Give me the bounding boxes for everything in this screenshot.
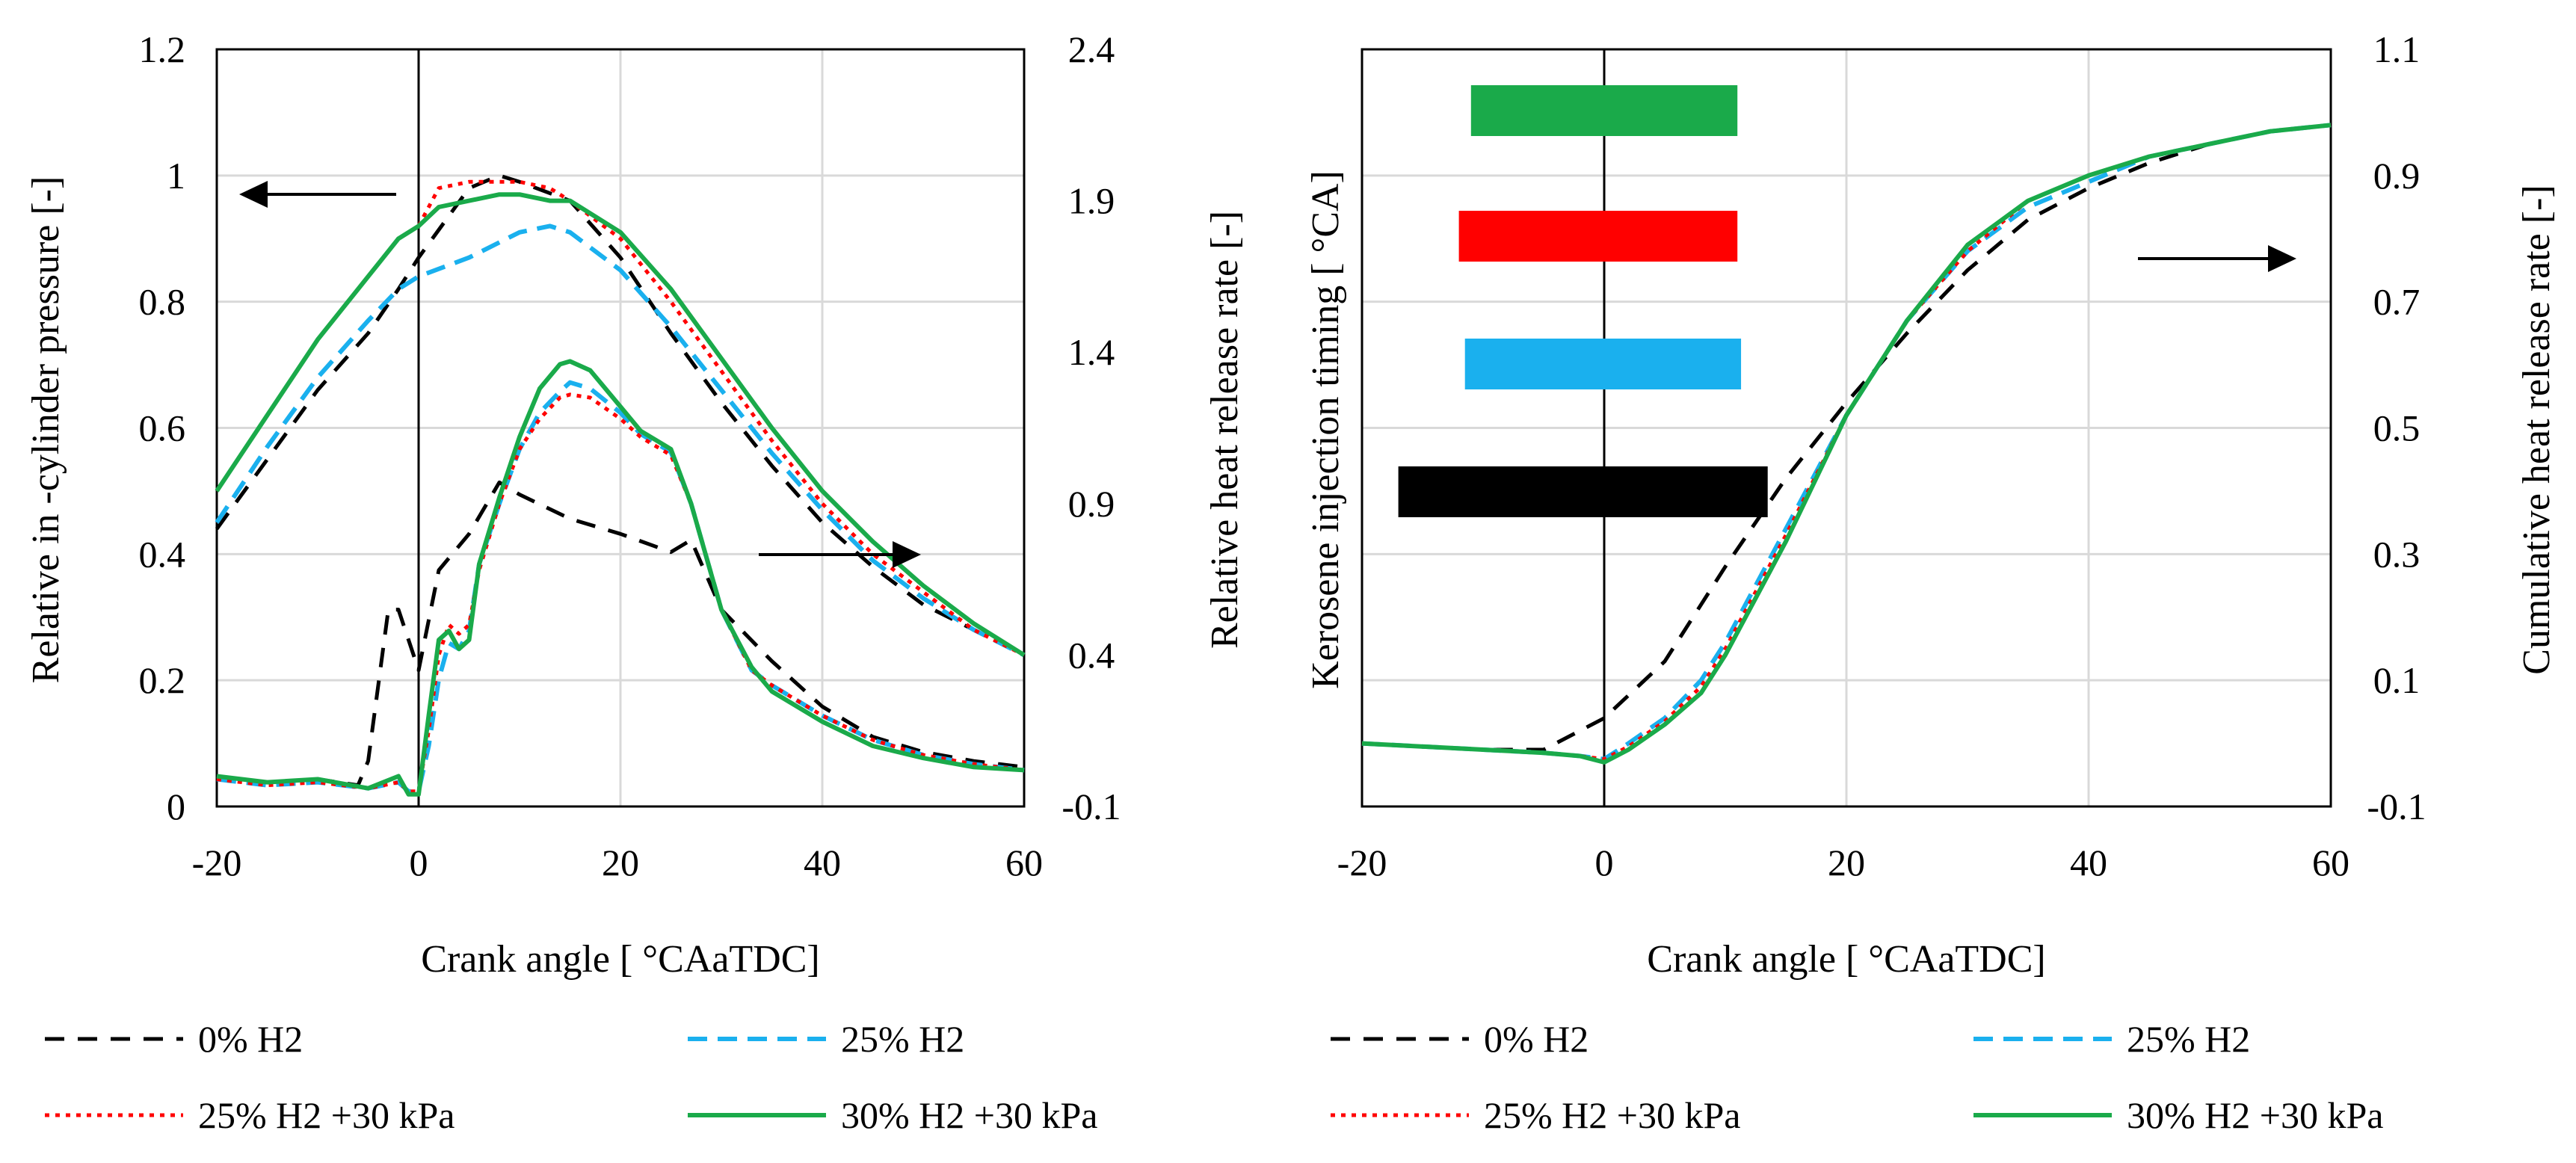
left-x-tick-labels: -20 0 20 40 60 xyxy=(192,842,1043,883)
left-y-axis-label: Relative in -cylinder pressure [-] xyxy=(25,176,67,684)
left-y-tick-label: 0.8 xyxy=(139,281,186,323)
right-chart: -0.1 0.1 0.3 0.5 0.7 0.9 1.1 -20 0 20 40 60 Crank … xyxy=(1304,28,2558,981)
right-y2-tick-label: 0.7 xyxy=(2373,281,2421,323)
series-0-h2-cumulative xyxy=(1361,123,2332,752)
right-y2-tick-labels: -0.1 0.1 0.3 0.5 0.7 0.9 1.1 xyxy=(2367,28,2426,827)
right-y2-tick-label: 0.5 xyxy=(2373,407,2421,449)
right-y2-tick-label: 0.9 xyxy=(2373,155,2421,197)
right-x-tick-label: 40 xyxy=(2070,842,2107,883)
series-30-h2-30-kpa-hrr xyxy=(216,359,1025,797)
right-arrow-to-hrr-axis xyxy=(759,541,921,568)
legend-label-h25p: 25% H2 +30 kPa xyxy=(198,1094,455,1136)
right-y-axis-label: Kerosene injection timing [ °CA] xyxy=(1304,170,1347,689)
right-x-tick-label: 0 xyxy=(1595,842,1614,883)
right-arrow-to-cumulative-axis xyxy=(2138,245,2296,272)
left-y2-tick-label: 2.4 xyxy=(1068,28,1115,70)
injection-bar-h25p xyxy=(1458,211,1738,262)
left-x-tick-label: 60 xyxy=(1005,842,1043,883)
right-y2-axis-label: Cumulative heat release rate [-] xyxy=(2515,185,2558,674)
left-y2-tick-label: 0.9 xyxy=(1068,483,1115,525)
left-y-tick-label: 1 xyxy=(167,155,185,197)
left-series-group xyxy=(215,173,1026,797)
left-y2-tick-label: -0.1 xyxy=(1061,786,1121,827)
legend-label-h30p: 30% H2 +30 kPa xyxy=(2127,1094,2383,1136)
right-series-group xyxy=(1361,123,2332,765)
series-25-h2-30-kpa-hrr xyxy=(216,392,1025,794)
left-arrow-to-pressure-axis xyxy=(239,181,396,208)
right-gridlines xyxy=(1361,48,2332,808)
left-y-tick-label: 0.6 xyxy=(139,407,186,449)
left-x-tick-label: -20 xyxy=(192,842,242,883)
right-plot-frame xyxy=(1361,48,2332,808)
right-y2-tick-label: 0.3 xyxy=(2373,533,2421,575)
left-y2-tick-label: 1.4 xyxy=(1068,331,1115,373)
left-x-tick-label: 0 xyxy=(410,842,428,883)
injection-timing-bars xyxy=(1398,85,1768,517)
left-y2-tick-label: 0.4 xyxy=(1068,634,1115,676)
legend-label-h30p: 30% H2 +30 kPa xyxy=(841,1094,1097,1136)
left-x-tick-label: 20 xyxy=(602,842,639,883)
injection-bar-h25 xyxy=(1464,339,1742,389)
left-legend: 0% H2 25% H2 25% H2 +30 kPa 30% H2 +30 kPa xyxy=(45,1018,1097,1136)
right-x-tick-label: -20 xyxy=(1337,842,1387,883)
legend-label-h25: 25% H2 xyxy=(2127,1018,2250,1060)
right-x-tick-labels: -20 0 20 40 60 xyxy=(1337,842,2349,883)
right-y2-tick-label: 1.1 xyxy=(2373,28,2421,70)
left-y-tick-label: 0.2 xyxy=(139,659,186,701)
left-plot-frame xyxy=(215,48,1026,808)
left-chart: 0 0.2 0.4 0.6 0.8 1 1.2 -0.1 0.4 0.9 1.4 1.9 2.4 -2… xyxy=(25,28,1246,981)
left-y-tick-labels: 0 0.2 0.4 0.6 0.8 1 1.2 xyxy=(139,28,186,827)
left-y2-tick-label: 1.9 xyxy=(1068,180,1115,222)
injection-bar-h30p xyxy=(1470,85,1738,136)
left-y-tick-label: 0.4 xyxy=(139,533,186,575)
left-y-tick-label: 0 xyxy=(167,786,185,827)
right-y2-tick-label: -0.1 xyxy=(2367,786,2426,827)
injection-bar-h0 xyxy=(1398,466,1768,517)
right-y2-tick-label: 0.1 xyxy=(2373,659,2421,701)
legend-label-h0: 0% H2 xyxy=(198,1018,303,1060)
left-y2-axis-label: Relative heat release rate [-] xyxy=(1204,211,1246,649)
left-gridlines xyxy=(215,48,1026,808)
legend-label-h25p: 25% H2 +30 kPa xyxy=(1484,1094,1740,1136)
right-x-tick-label: 60 xyxy=(2312,842,2349,883)
legend-label-h25: 25% H2 xyxy=(841,1018,964,1060)
series-30-h2-30-kpa-pressure xyxy=(215,192,1026,657)
left-y2-tick-labels: -0.1 0.4 0.9 1.4 1.9 2.4 xyxy=(1061,28,1121,827)
series-30-h2-30-kpa-cumulative xyxy=(1361,123,2332,765)
right-x-tick-label: 20 xyxy=(1828,842,1865,883)
right-legend: 0% H2 25% H2 25% H2 +30 kPa 30% H2 +30 kPa xyxy=(1331,1018,2383,1136)
right-x-axis-label: Crank angle [ °CAaTDC] xyxy=(1647,938,2045,981)
series-25-h2-pressure xyxy=(215,223,1026,658)
left-x-axis-label: Crank angle [ °CAaTDC] xyxy=(421,938,819,981)
left-y-tick-label: 1.2 xyxy=(139,28,186,70)
legend-label-h0: 0% H2 xyxy=(1484,1018,1589,1060)
left-x-tick-label: 40 xyxy=(804,842,841,883)
